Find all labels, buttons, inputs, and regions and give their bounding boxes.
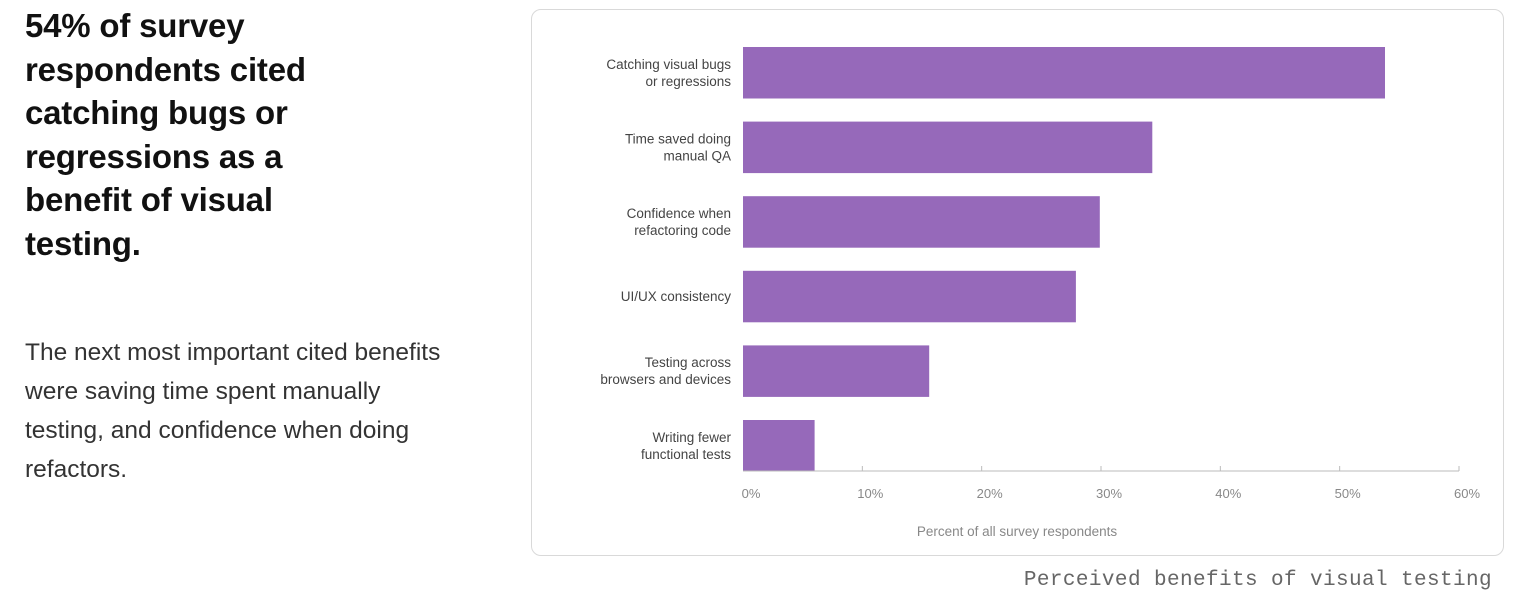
body-text: The next most important cited benefits w…	[25, 339, 441, 483]
chart-card	[531, 9, 1504, 556]
figure-caption: Perceived benefits of visual testing	[1023, 569, 1492, 592]
headline: 54% of survey respondents cited catching…	[25, 7, 306, 262]
